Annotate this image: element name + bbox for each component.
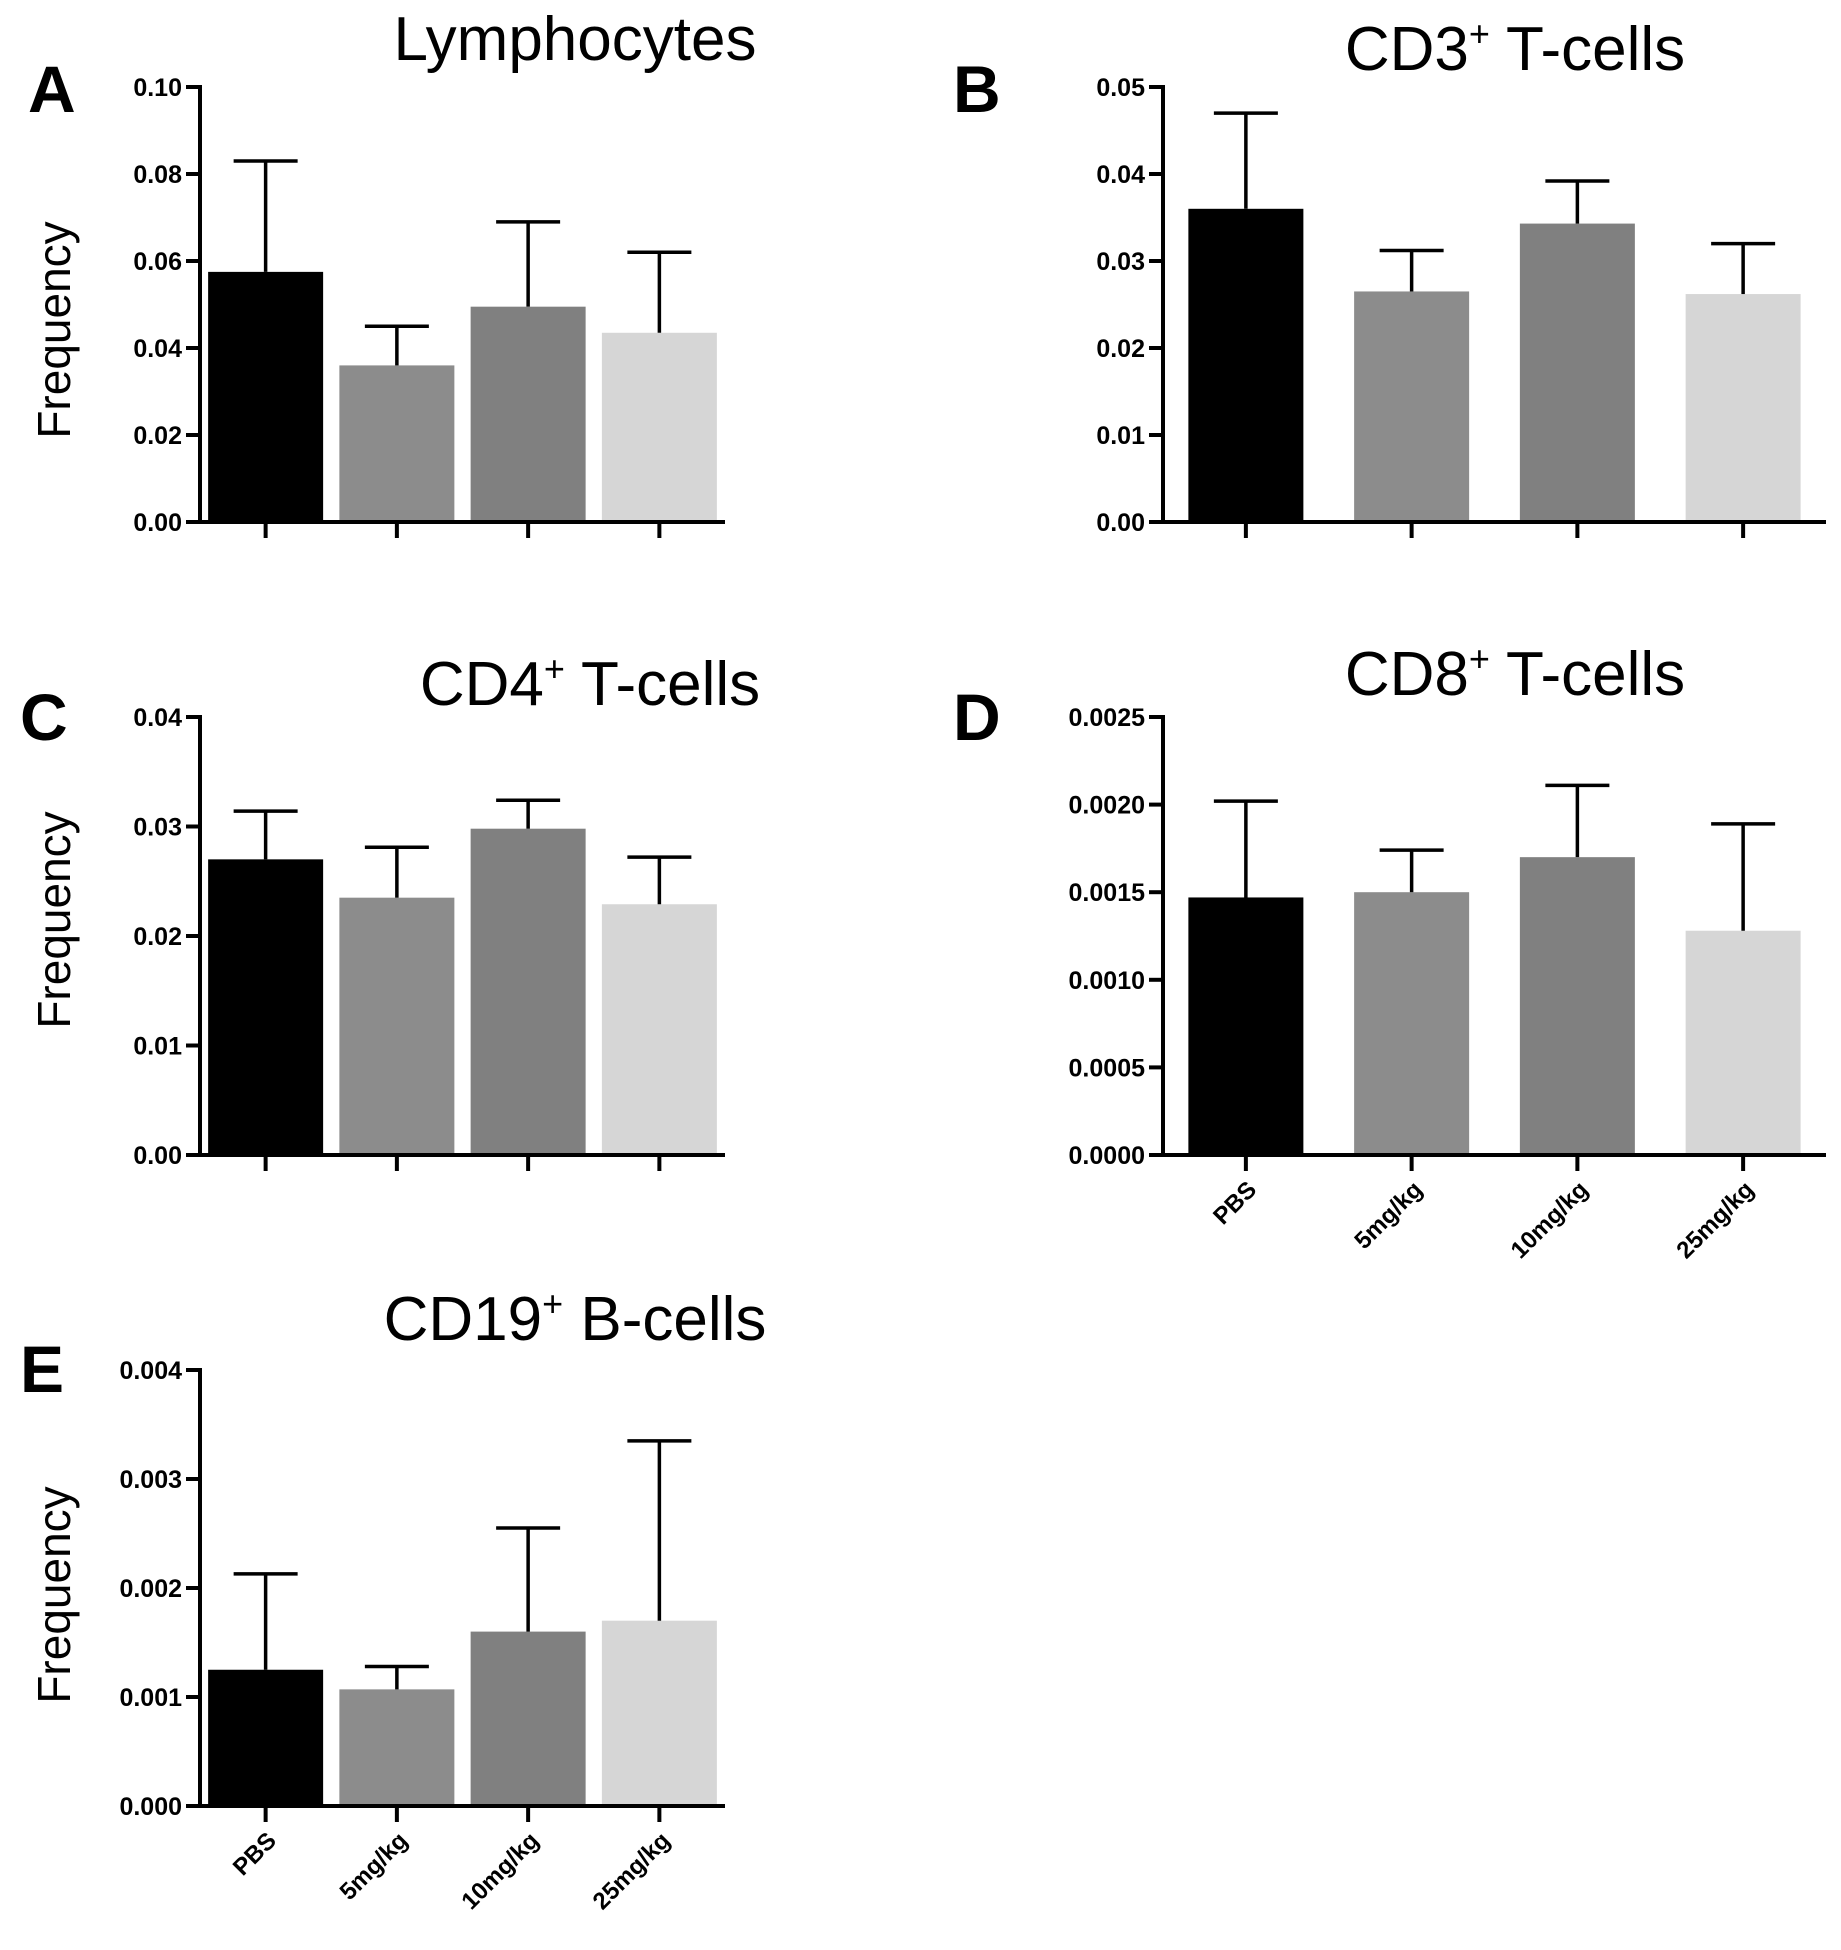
bar-25mg-kg	[1685, 930, 1801, 1155]
bar-10mg-kg	[470, 1631, 586, 1806]
y-tick-label: 0.04	[1096, 161, 1145, 189]
panel-title: CD4+ T-cells	[420, 648, 760, 719]
bar-10mg-kg	[1519, 223, 1635, 522]
y-tick-label: 0.02	[133, 422, 182, 450]
error-bar	[627, 1439, 692, 1621]
error-bar	[1213, 799, 1278, 898]
y-tick-label: 0.02	[1096, 335, 1145, 363]
x-tick-label: 5mg/kg	[1349, 1176, 1428, 1255]
panel-b: B CD3+ T-cells 0.00 0.01 0.02 0.03 0.04 0.05	[953, 13, 1826, 538]
bar-10mg-kg	[470, 306, 586, 522]
error-bar	[1711, 822, 1776, 931]
error-bar	[496, 220, 561, 307]
x-tick-label: 25mg/kg	[588, 1827, 676, 1915]
panel-letter: E	[20, 1332, 64, 1406]
bar-5mg-kg	[339, 365, 455, 522]
y-axis-title: Frequency	[28, 221, 80, 438]
bar-pbs	[208, 859, 324, 1155]
panel-title: CD3+ T-cells	[1345, 13, 1685, 84]
y-axis-title: Frequency	[28, 811, 80, 1028]
bar-10mg-kg	[1519, 857, 1635, 1155]
error-bar	[364, 1664, 429, 1690]
panel-letter: B	[953, 52, 1001, 126]
y-tick-label: 0.000	[119, 1793, 182, 1821]
x-tick-label: 25mg/kg	[1671, 1176, 1759, 1264]
y-tick-label: 0.004	[119, 1357, 182, 1385]
panel-title: Lymphocytes	[394, 5, 757, 74]
bar-pbs	[208, 1669, 324, 1806]
bar-10mg-kg	[470, 828, 586, 1155]
error-bar	[364, 324, 429, 366]
y-tick-label: 0.03	[133, 814, 182, 842]
panel-d: D CD8+ T-cells 0.0000 0.0005 0.0010 0.0015 0.0…	[953, 638, 1826, 1264]
bar-25mg-kg	[1685, 294, 1801, 522]
error-bar	[1545, 179, 1610, 224]
panel-title: CD19+ B-cells	[384, 1283, 767, 1354]
y-tick-label: 0.02	[133, 923, 182, 951]
bar-pbs	[1188, 897, 1304, 1155]
error-bar	[627, 250, 692, 333]
y-tick-label: 0.00	[1096, 509, 1145, 537]
bar-5mg-kg	[339, 1689, 455, 1806]
error-bar	[233, 809, 298, 860]
error-bar	[1379, 848, 1444, 893]
y-tick-label: 0.01	[1096, 422, 1145, 450]
y-tick-label: 0.0020	[1069, 792, 1145, 820]
panel-letter: C	[20, 680, 68, 754]
y-tick-label: 0.04	[133, 335, 182, 363]
y-tick-label: 0.0025	[1069, 704, 1146, 732]
y-tick-label: 0.01	[133, 1033, 182, 1061]
y-tick-label: 0.03	[1096, 248, 1145, 276]
error-bar	[627, 855, 692, 905]
y-tick-label: 0.0005	[1069, 1054, 1146, 1082]
bar-25mg-kg	[601, 332, 717, 522]
error-bar	[233, 1572, 298, 1670]
bar-pbs	[1188, 208, 1304, 523]
bar-25mg-kg	[601, 1620, 717, 1806]
y-tick-label: 0.001	[119, 1684, 182, 1712]
y-axis-title: Frequency	[28, 1486, 80, 1703]
y-tick-label: 0.002	[119, 1575, 182, 1603]
x-tick-label: 10mg/kg	[456, 1827, 544, 1915]
y-tick-label: 0.06	[133, 248, 182, 276]
panel-letter: A	[28, 52, 76, 126]
bar-5mg-kg	[339, 897, 455, 1155]
y-tick-label: 0.003	[119, 1466, 182, 1494]
y-tick-label: 0.00	[133, 1142, 182, 1170]
panel-title: CD8+ T-cells	[1345, 638, 1685, 709]
panel-c: C CD4+ T-cells Frequency 0.00 0.01 0.02 0.03 0.…	[20, 648, 760, 1171]
y-tick-label: 0.04	[133, 704, 182, 732]
x-tick-label: 5mg/kg	[335, 1827, 414, 1906]
x-tick-label: PBS	[228, 1827, 282, 1881]
bar-5mg-kg	[1354, 291, 1470, 522]
y-tick-label: 0.08	[133, 161, 182, 189]
y-tick-label: 0.0015	[1069, 879, 1146, 907]
y-tick-label: 0.05	[1096, 74, 1145, 102]
error-bar	[1379, 248, 1444, 292]
bar-5mg-kg	[1354, 892, 1470, 1155]
error-bar	[364, 845, 429, 898]
panel-e: E CD19+ B-cells Frequency 0.000 0.001 0.002 0.…	[20, 1283, 766, 1915]
y-tick-label: 0.0000	[1069, 1142, 1145, 1170]
x-tick-label: PBS	[1208, 1176, 1262, 1230]
panel-letter: D	[953, 680, 1001, 754]
error-bar	[496, 1526, 561, 1632]
y-tick-label: 0.10	[133, 74, 182, 102]
y-tick-label: 0.0010	[1069, 967, 1145, 995]
bar-pbs	[208, 271, 324, 522]
bar-25mg-kg	[601, 904, 717, 1155]
x-tick-label: 10mg/kg	[1506, 1176, 1594, 1264]
error-bar	[1213, 111, 1278, 209]
panel-a: A Lymphocytes Frequency 0.00 0.02 0.04 0.06 0.0…	[28, 5, 756, 538]
error-bar	[233, 159, 298, 272]
error-bar	[1545, 783, 1610, 858]
error-bar	[496, 798, 561, 829]
error-bar	[1711, 241, 1776, 295]
y-tick-label: 0.00	[133, 509, 182, 537]
